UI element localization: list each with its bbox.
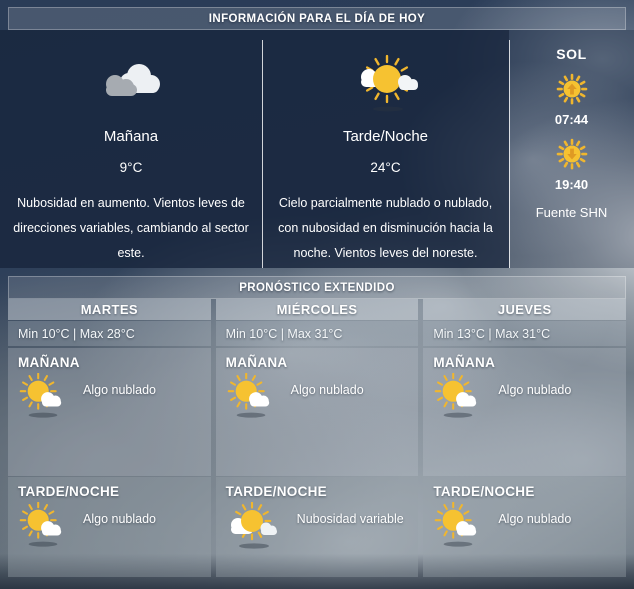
condition-text: Algo nublado (83, 383, 156, 397)
today-morning-panel: Mañana 9°C Nubosidad en aumento. Vientos… (0, 30, 262, 268)
forecast-column-miercoles: MIÉRCOLES Min 10°C | Max 31°C MAÑANA Alg… (215, 299, 419, 577)
morning-period-label: Mañana (103, 128, 159, 145)
sun-cloud-icon (18, 373, 68, 419)
morning-forecast-cell: MAÑANA Algo nublado (423, 348, 627, 476)
cell-period-label: MAÑANA (225, 355, 288, 370)
today-section-title: INFORMACIÓN PARA EL DÍA DE HOY (208, 12, 426, 25)
sunrise-time: 07:44 (554, 112, 589, 127)
today-section: Mañana 9°C Nubosidad en aumento. Vientos… (0, 30, 634, 268)
morning-description: Nubosidad en aumento. Vientos leves de d… (13, 196, 249, 260)
today-section-header: INFORMACIÓN PARA EL DÍA DE HOY (8, 7, 626, 30)
forecast-column-martes: MARTES Min 10°C | Max 28°C MAÑANA Algo n… (8, 299, 211, 577)
evening-forecast-cell: TARDE/NOCHE Algo nublado (423, 477, 627, 577)
today-evening-panel: Tarde/Noche 24°C Cielo parcialmente nubl… (262, 30, 509, 268)
sun-cloud-icon (18, 502, 68, 548)
day-name: JUEVES (423, 299, 627, 320)
clouds-icon (0, 46, 262, 120)
condition-text: Algo nublado (498, 512, 572, 526)
sun-panel: SOL 07:44 19:40 Fuente SHN (509, 30, 634, 268)
evening-period-label: Tarde/Noche (342, 128, 429, 145)
sun-clouds-icon (262, 46, 509, 120)
cell-period-label: TARDE/NOCHE (18, 484, 120, 499)
evening-temperature: 24°C (370, 160, 401, 175)
cell-period-label: MAÑANA (18, 355, 80, 370)
condition-text: Algo nublado (498, 383, 572, 397)
condition-text: Algo nublado (290, 383, 364, 397)
extended-section-title: PRONÓSTICO EXTENDIDO (239, 281, 395, 294)
sunset-icon (509, 138, 634, 172)
condition-text: Nubosidad variable (296, 512, 404, 526)
evening-forecast-cell: TARDE/NOCHE Algo nublado (8, 477, 211, 577)
morning-forecast-cell: MAÑANA Algo nublado (215, 348, 419, 476)
evening-forecast-cell: TARDE/NOCHE Nubosidad variable (215, 477, 419, 577)
condition-text: Algo nublado (83, 512, 156, 526)
minmax-temps: Min 10°C | Max 31°C (215, 321, 419, 346)
minmax-temps: Min 13°C | Max 31°C (423, 321, 627, 346)
minmax-temps: Min 10°C | Max 28°C (8, 321, 211, 346)
sun-cloud-icon (433, 502, 483, 548)
extended-section-header: PRONÓSTICO EXTENDIDO (8, 276, 626, 299)
source-label: Fuente SHN (535, 205, 608, 220)
cell-period-label: TARDE/NOCHE (225, 484, 327, 499)
day-name: MIÉRCOLES (215, 299, 419, 320)
evening-description: Cielo parcialmente nublado o nublado, co… (278, 196, 493, 260)
extended-forecast-grid: MARTES Min 10°C | Max 28°C MAÑANA Algo n… (8, 299, 627, 577)
morning-temperature: 9°C (119, 160, 143, 175)
cell-period-label: MAÑANA (433, 355, 496, 370)
sun-between-clouds-icon (226, 502, 282, 550)
sunrise-icon (509, 73, 634, 107)
forecast-column-jueves: JUEVES Min 13°C | Max 31°C MAÑANA Algo n… (423, 299, 627, 577)
sun-title: SOL (556, 46, 587, 62)
sun-cloud-icon (226, 373, 276, 419)
day-name: MARTES (8, 299, 211, 320)
sun-cloud-icon (433, 373, 483, 419)
morning-forecast-cell: MAÑANA Algo nublado (8, 348, 211, 476)
cell-period-label: TARDE/NOCHE (433, 484, 535, 499)
sunset-time: 19:40 (554, 177, 589, 192)
